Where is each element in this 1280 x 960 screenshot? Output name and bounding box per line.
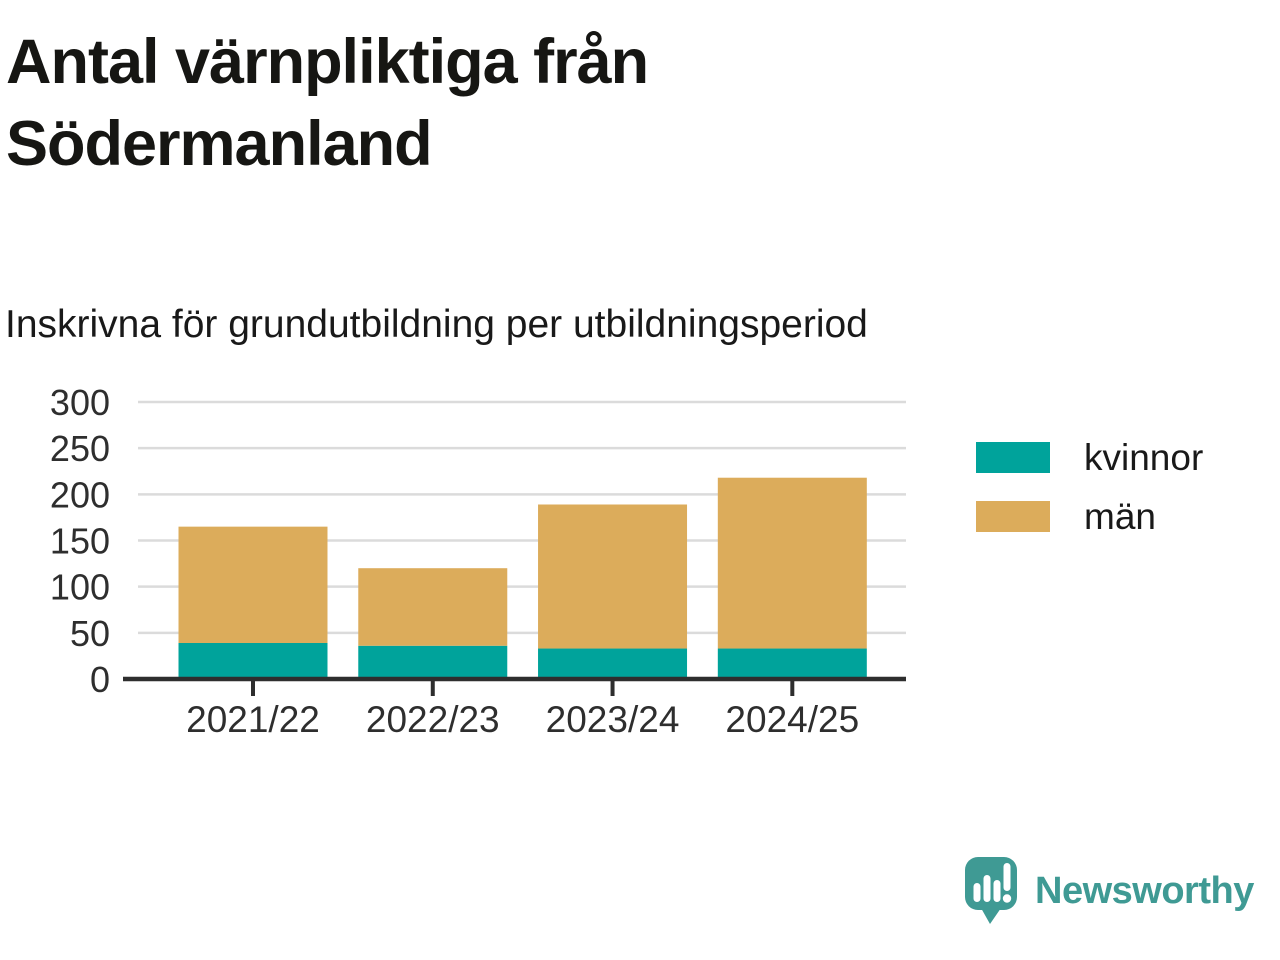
y-tick-label: 50 xyxy=(70,613,110,654)
bar-segment-kvinnor-2023/24 xyxy=(538,648,688,679)
newsworthy-logo-text: Newsworthy xyxy=(1035,869,1254,912)
x-tick-label: 2024/25 xyxy=(725,699,859,740)
newsworthy-logo-icon xyxy=(965,857,1017,924)
y-tick-label: 100 xyxy=(50,567,110,608)
bar-segment-män-2024/25 xyxy=(717,477,867,649)
y-tick-label: 250 xyxy=(50,428,110,469)
legend-swatch-män xyxy=(976,501,1050,532)
legend-label-män: män xyxy=(1084,496,1156,537)
y-tick-label: 200 xyxy=(50,474,110,515)
x-tick-label: 2023/24 xyxy=(546,699,680,740)
y-tick-label: 300 xyxy=(50,382,110,423)
x-tick-label: 2022/23 xyxy=(366,699,500,740)
newsworthy-logo: Newsworthy xyxy=(963,856,1254,926)
bar-segment-kvinnor-2021/22 xyxy=(178,642,328,679)
legend-label-kvinnor: kvinnor xyxy=(1084,437,1203,478)
chart-title: Antal värnpliktiga från Södermanland xyxy=(6,27,649,179)
bar-segment-kvinnor-2022/23 xyxy=(358,645,508,679)
bar-segment-män-2021/22 xyxy=(178,526,328,643)
x-tick-label: 2021/22 xyxy=(186,699,320,740)
bar-segment-män-2022/23 xyxy=(358,568,508,646)
bar-segment-kvinnor-2024/25 xyxy=(717,648,867,679)
legend-swatch-kvinnor xyxy=(976,442,1050,473)
bar-segment-män-2023/24 xyxy=(538,504,688,649)
y-tick-label: 150 xyxy=(50,521,110,562)
y-tick-label: 0 xyxy=(90,659,110,700)
chart-subtitle: Inskrivna för grundutbildning per utbild… xyxy=(5,303,868,346)
